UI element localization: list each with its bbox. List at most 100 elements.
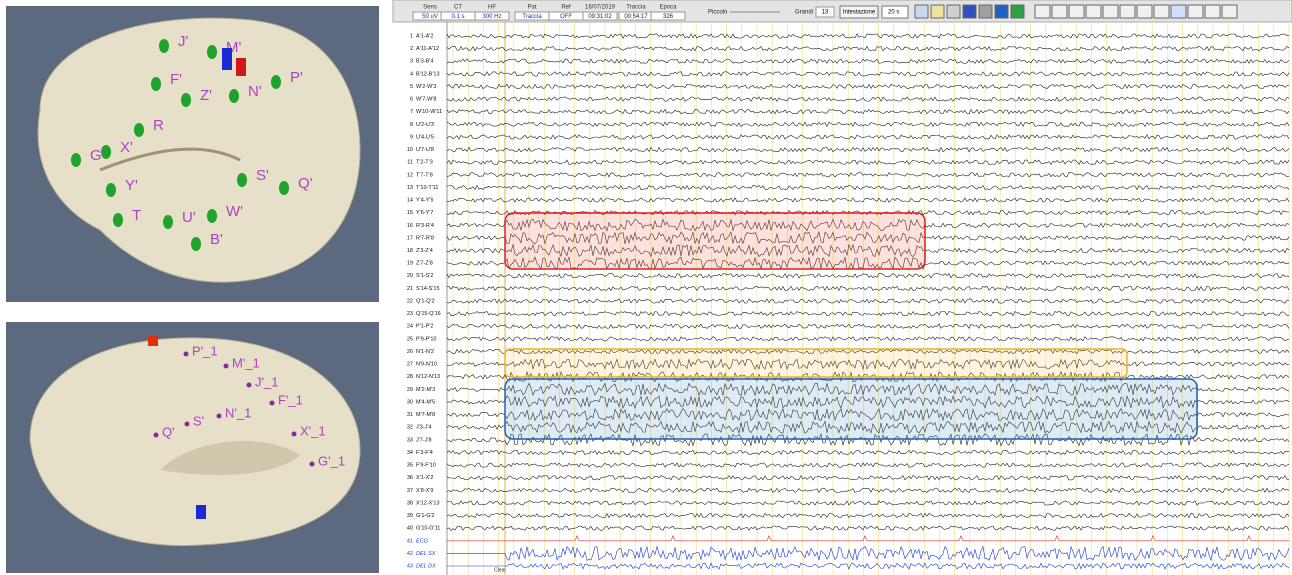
nav-button[interactable] (1137, 5, 1152, 18)
nav-button[interactable] (1035, 5, 1050, 18)
channel-label: G'1-G'2 (416, 513, 435, 519)
channel-label: M'2-M'3 (416, 387, 435, 393)
channel-number: 13 (407, 185, 413, 191)
channel-label: Y'6-Y'7 (416, 210, 433, 216)
channel-number: 40 (407, 526, 413, 532)
header-button-label: Intestazione (843, 10, 876, 16)
channel-number: 2 (410, 46, 413, 52)
electrode-label: W' (226, 203, 243, 220)
electrode (134, 123, 144, 137)
channel-number: 34 (407, 450, 413, 456)
electrode (181, 93, 191, 107)
electrode (207, 209, 217, 223)
screenshot: J'M'F'Z'N'P'RX'G'S'Q'Y'TU'W'B'P'_1M'_1J'… (0, 0, 1292, 575)
channel-number: 18 (407, 248, 413, 254)
channel-number: 19 (407, 261, 413, 267)
tool-icon[interactable] (931, 5, 944, 18)
channel-number: 33 (407, 437, 413, 443)
toolbar-header: HF (488, 5, 496, 11)
channel-label: Y'4-Y'5 (416, 198, 433, 204)
channel-number: 25 (407, 336, 413, 342)
electrode-label: G' (90, 147, 105, 164)
channel-label: W'2-W'3 (416, 84, 436, 90)
channel-label: X'8-X'9 (416, 488, 433, 494)
electrode-blue (196, 505, 206, 519)
toolbar-label: Grandi (795, 10, 813, 16)
nav-button[interactable] (1171, 5, 1186, 18)
channel-label: Z'3-Z'4 (416, 248, 433, 254)
tool-icon[interactable] (915, 5, 928, 18)
channel-label: T'7-T'8 (416, 172, 433, 178)
tool-icon[interactable] (963, 5, 976, 18)
electrode-label: S' (193, 413, 204, 428)
nav-button[interactable] (1120, 5, 1135, 18)
nav-button[interactable] (1086, 5, 1101, 18)
channel-label: B'12-B'13 (416, 71, 440, 77)
channel-label: J'7-J'8 (416, 437, 432, 443)
electrode-label: M'_1 (232, 355, 260, 370)
toolbar-value: 00:54:17 (624, 14, 648, 20)
electrode (159, 39, 169, 53)
channel-number: 27 (407, 362, 413, 368)
channel-number: 28 (407, 374, 413, 380)
channel-number: 30 (407, 399, 413, 405)
channel-label: F'9-F'10 (416, 463, 436, 469)
window-value: 20 s (888, 10, 899, 16)
electrode-label: P' (290, 69, 303, 86)
toolbar-value: Traccia (522, 14, 542, 20)
channel-label: ECG (416, 538, 429, 544)
nav-button[interactable] (1154, 5, 1169, 18)
channel-label: P'1-P'2 (416, 324, 433, 330)
electrode (271, 75, 281, 89)
electrode-label: N' (248, 83, 262, 100)
nav-button[interactable] (1205, 5, 1220, 18)
nav-button[interactable] (1222, 5, 1237, 18)
channel-number: 32 (407, 425, 413, 431)
tool-icon[interactable] (995, 5, 1008, 18)
channel-number: 26 (407, 349, 413, 355)
channel-label: R'3-R'4 (416, 223, 434, 229)
electrode (207, 45, 217, 59)
tool-icon[interactable] (979, 5, 992, 18)
electrode-red (236, 58, 246, 76)
electrode-label: Y' (125, 177, 138, 194)
toolbar-header: Sens (423, 5, 437, 11)
nav-button[interactable] (1103, 5, 1118, 18)
channel-number: 3 (410, 59, 413, 65)
channel-label: Q'1-Q'2 (416, 298, 435, 304)
channel-number: 41 (407, 538, 413, 544)
highlight-red (505, 213, 925, 269)
toolbar-value: OFF (560, 14, 572, 20)
nav-button[interactable] (1069, 5, 1084, 18)
channel-number: 1 (410, 33, 413, 39)
electrode-label: S' (256, 167, 269, 184)
electrode-label: B' (210, 231, 223, 248)
channel-label: U'4-U'5 (416, 134, 434, 140)
electrode (237, 173, 247, 187)
channel-label: N'12-N'13 (416, 374, 440, 380)
electrode-label: T (132, 207, 141, 224)
nav-button[interactable] (1188, 5, 1203, 18)
channel-label: U'7-U'8 (416, 147, 434, 153)
toolbar-header: CT (454, 5, 462, 11)
channel-label: J'3-J'4 (416, 425, 432, 431)
electrode (279, 181, 289, 195)
nav-button[interactable] (1052, 5, 1067, 18)
highlight-blue (505, 379, 1197, 439)
font-size: 13 (822, 10, 829, 16)
tool-icon[interactable] (947, 5, 960, 18)
channel-label: W'10-W'11 (416, 109, 442, 115)
channel-label: F'3-F'4 (416, 450, 433, 456)
channel-number: 15 (407, 210, 413, 216)
channel-label: DEL SX (416, 551, 436, 557)
channel-number: 43 (407, 563, 413, 569)
highlight-orange (505, 349, 1127, 377)
tool-icon[interactable] (1011, 5, 1024, 18)
channel-number: 31 (407, 412, 413, 418)
toolbar-header: 16/07/2019 (585, 5, 616, 11)
electrode (270, 401, 275, 406)
electrode (163, 215, 173, 229)
electrode (224, 364, 229, 369)
electrode-label: F'_1 (278, 392, 303, 407)
toolbar-header: Ref (561, 5, 571, 11)
